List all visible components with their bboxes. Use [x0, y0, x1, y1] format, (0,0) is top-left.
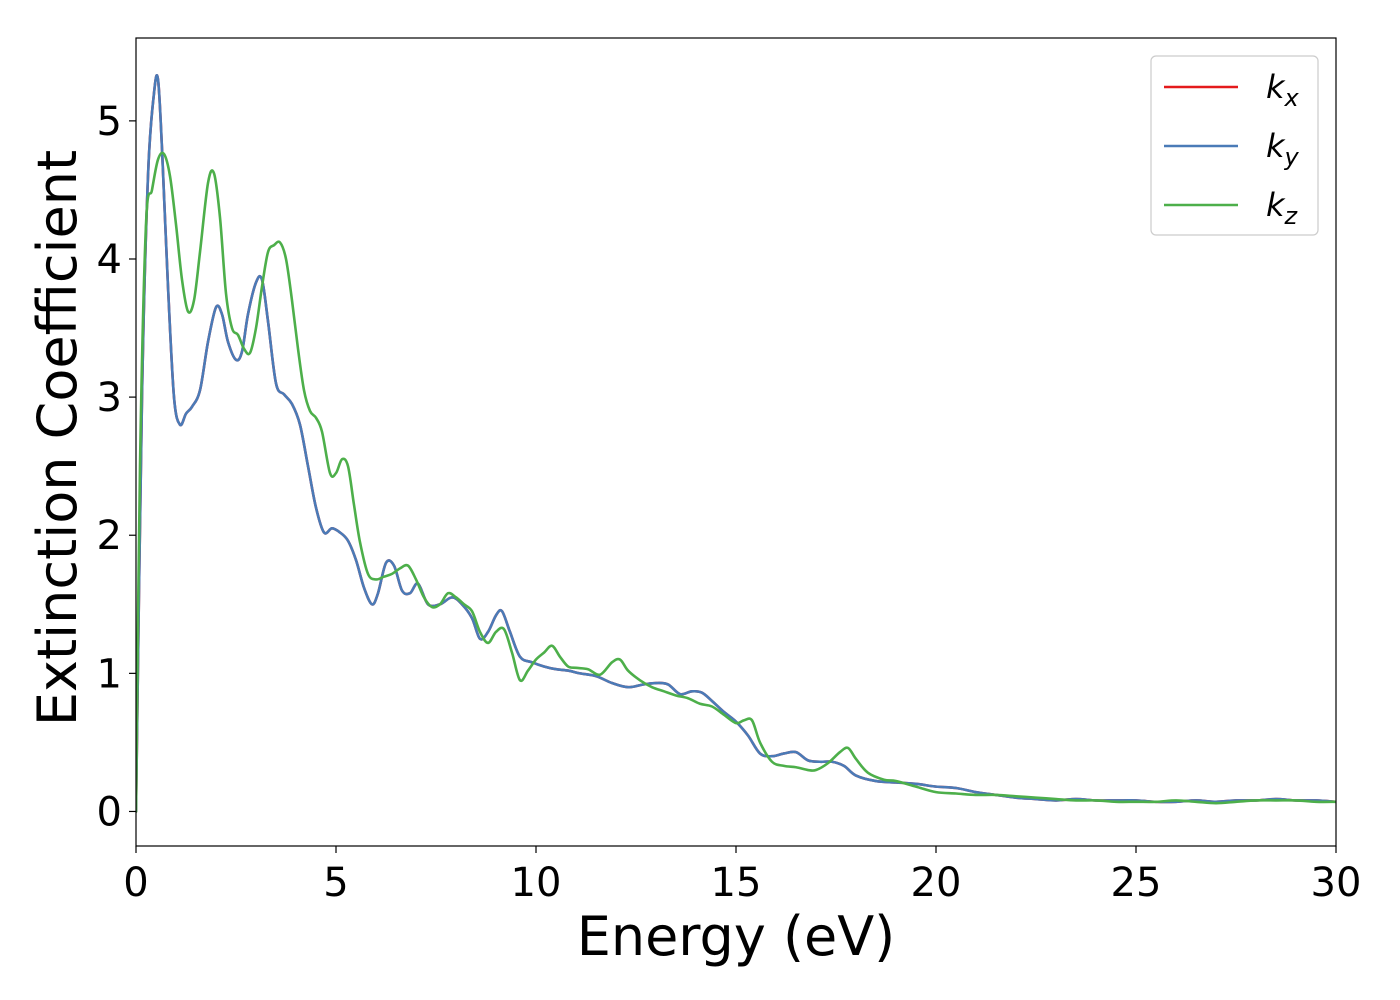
y-tick-label: 0 [97, 789, 122, 835]
x-tick-label: 10 [511, 860, 562, 906]
y-tick-label: 4 [97, 237, 122, 283]
y-tick-label: 3 [97, 375, 122, 421]
legend: kx ky kz [1150, 55, 1319, 236]
series-line-ky [136, 74, 1336, 813]
x-tick-label: 15 [711, 860, 762, 906]
y-axis: 0 1 2 3 4 5 [97, 99, 136, 835]
y-axis-label: Extinction Coefficient [26, 150, 89, 726]
y-tick-label: 5 [97, 99, 122, 145]
series-layer [136, 74, 1336, 813]
y-tick-label: 1 [97, 651, 122, 697]
x-tick-label: 20 [911, 860, 962, 906]
x-tick-label: 0 [123, 860, 148, 906]
y-tick-label: 2 [97, 513, 122, 559]
x-axis-label: Energy (eV) [577, 905, 896, 968]
x-tick-label: 5 [323, 860, 348, 906]
x-tick-label: 30 [1311, 860, 1362, 906]
x-tick-label: 25 [1111, 860, 1162, 906]
legend-label: kz [1266, 186, 1299, 230]
legend-label: kx [1266, 68, 1300, 112]
series-line-kz [136, 151, 1336, 813]
legend-label: ky [1266, 127, 1300, 171]
x-axis: 0 5 10 15 20 25 30 [123, 846, 1361, 906]
